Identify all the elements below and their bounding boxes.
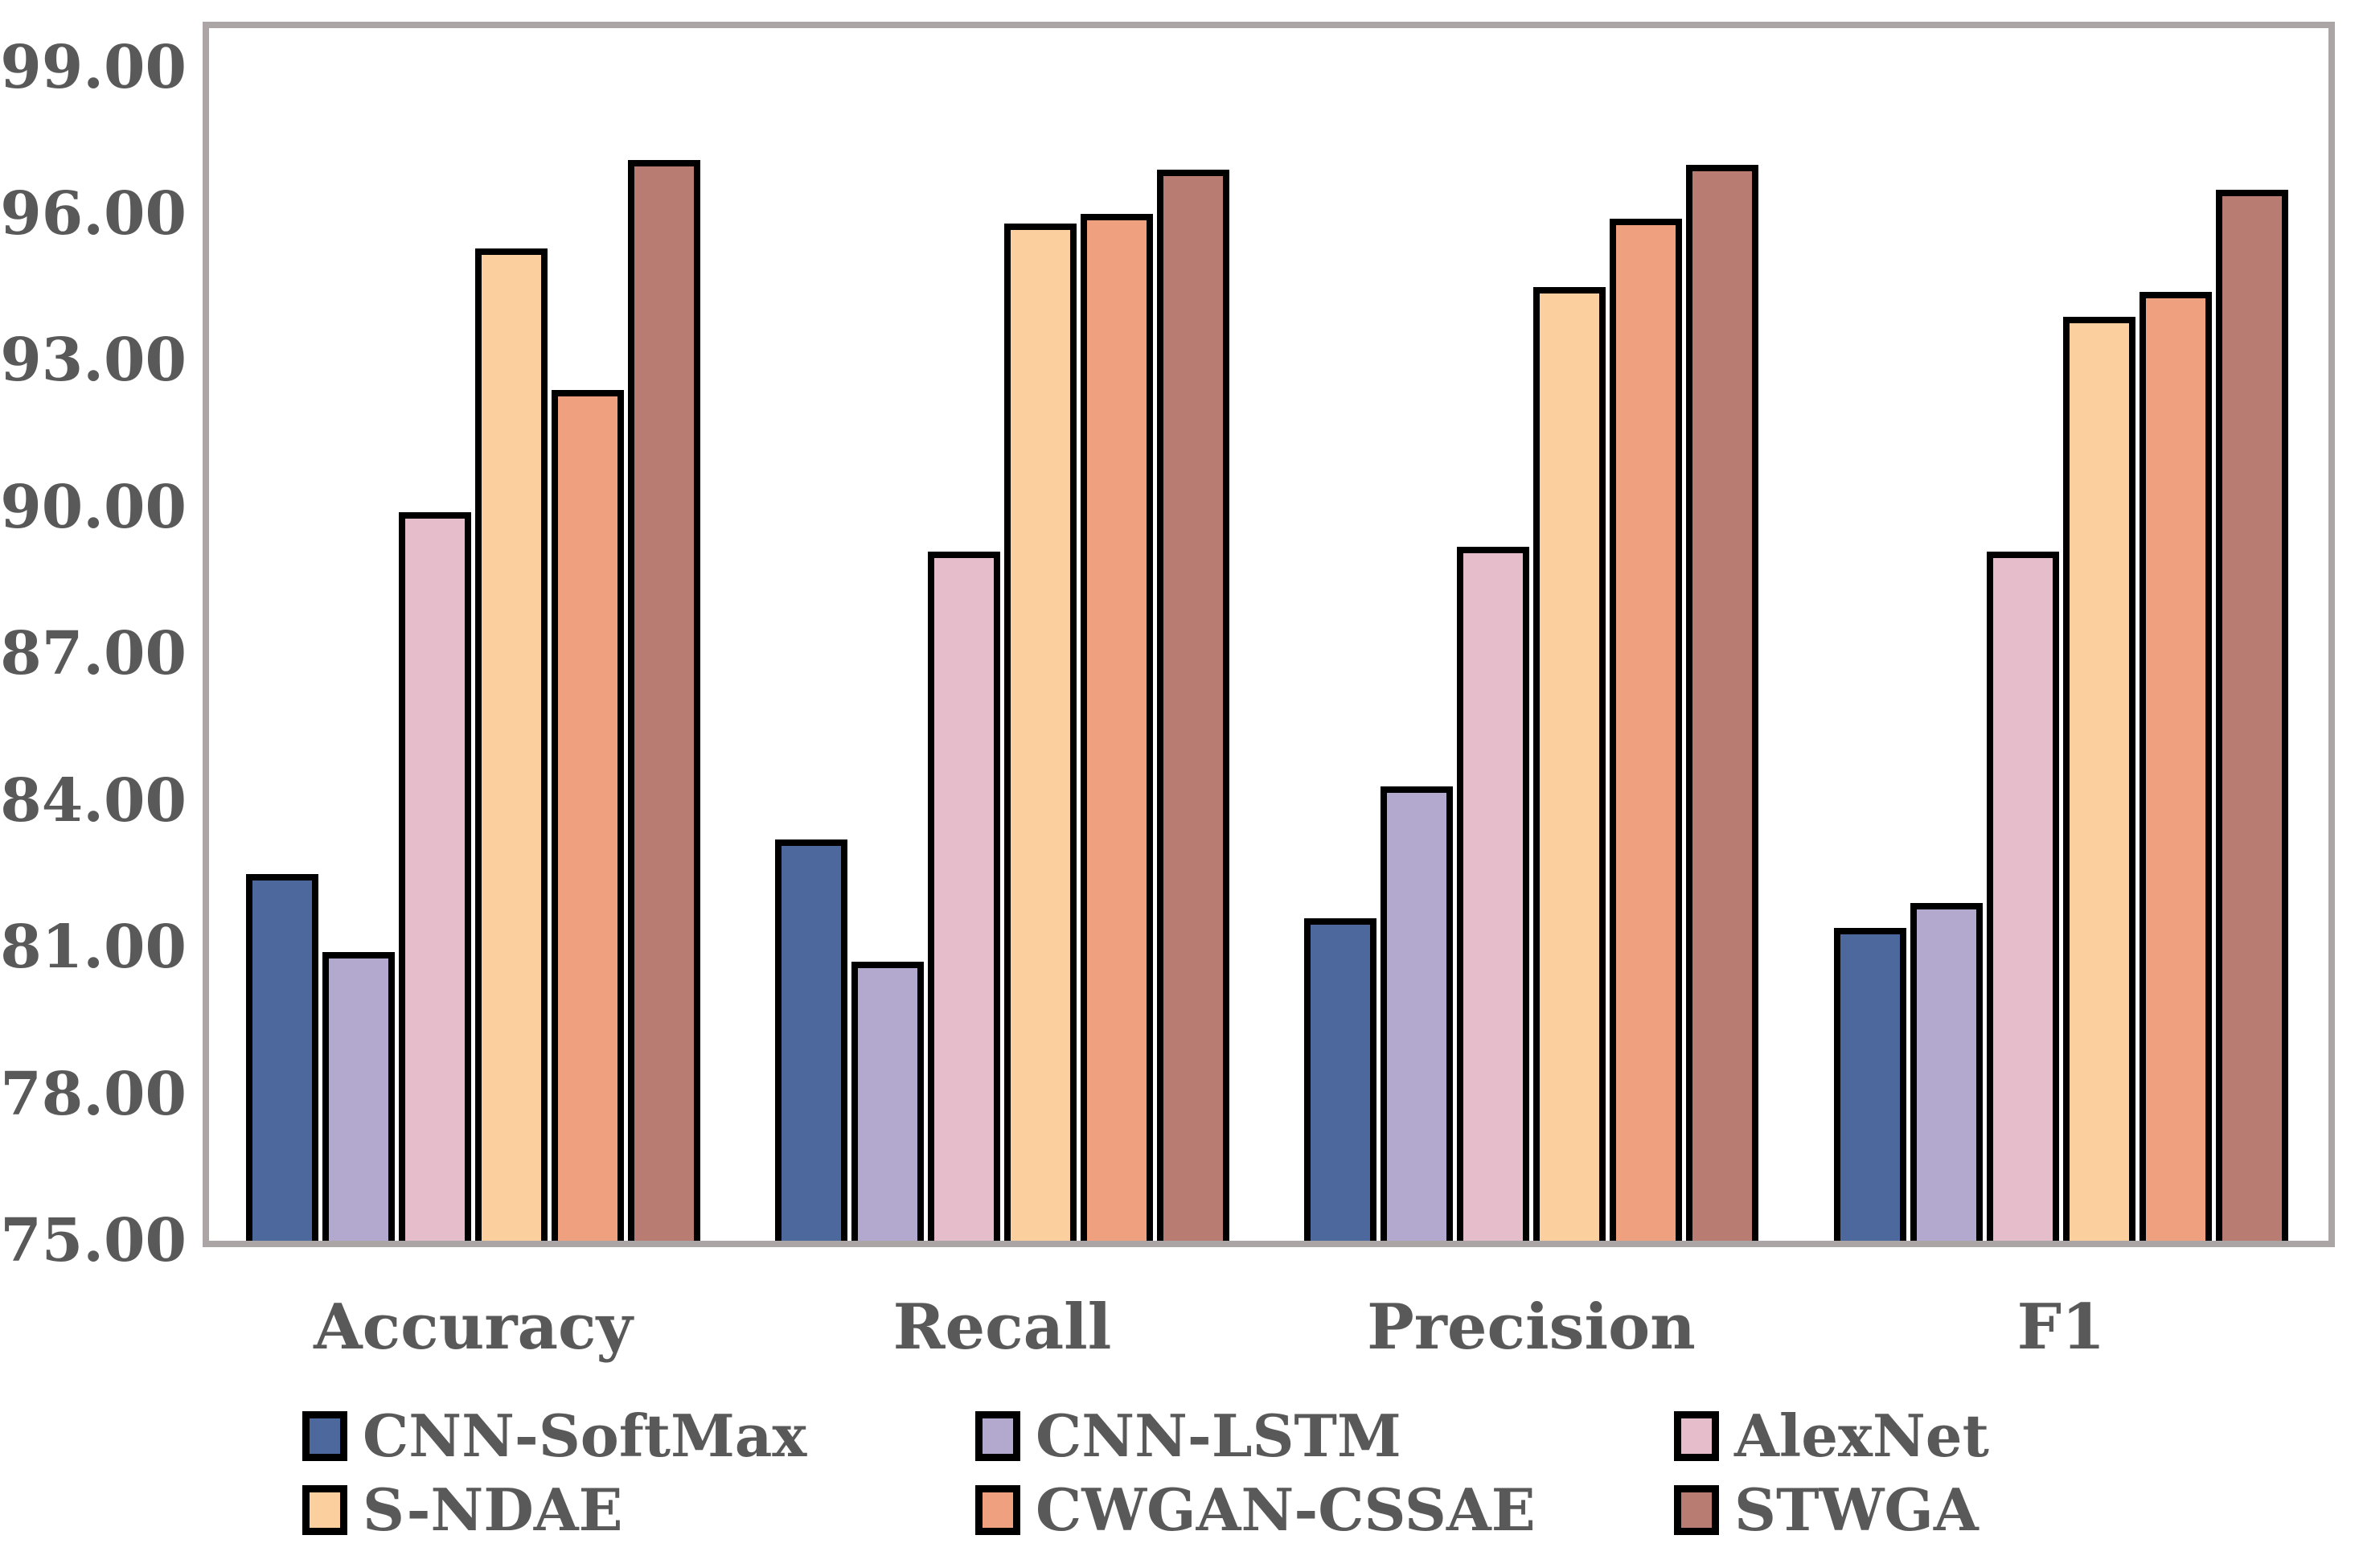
legend-label-cnn-softmax: CNN-SoftMax (363, 1402, 807, 1470)
plot-area-frame (203, 22, 2335, 1247)
bar-accuracy-stwga (628, 160, 700, 1241)
legend-label-alexnet: AlexNet (1734, 1402, 1989, 1470)
legend-swatch-cnn-softmax (302, 1411, 347, 1461)
y-tick-label: 84.00 (0, 766, 187, 835)
legend-swatch-stwga (1674, 1485, 1719, 1535)
bar-accuracy-s-ndae (475, 248, 548, 1241)
x-category-label-precision: Precision (1367, 1291, 1696, 1364)
bar-precision-cwgan-cssae (1610, 219, 1682, 1241)
legend-label-s-ndae: S-NDAE (363, 1476, 623, 1544)
plot-area (209, 28, 2328, 1241)
bar-precision-cnn-softmax (1304, 918, 1376, 1241)
bar-precision-stwga (1686, 165, 1758, 1241)
bar-recall-cnn-lstm (851, 962, 924, 1241)
bar-precision-cnn-lstm (1381, 786, 1453, 1241)
legend-swatch-cnn-lstm (975, 1411, 1020, 1461)
bar-f1-alexnet (1987, 552, 2059, 1241)
bar-precision-alexnet (1457, 547, 1529, 1241)
bar-accuracy-alexnet (399, 512, 471, 1241)
legend-label-stwga: STWGA (1734, 1476, 1979, 1544)
legend-swatch-alexnet (1674, 1411, 1719, 1461)
bar-f1-s-ndae (2063, 317, 2135, 1241)
bar-recall-s-ndae (1004, 224, 1077, 1241)
legend-swatch-s-ndae (302, 1485, 347, 1535)
y-tick-label: 90.00 (0, 473, 187, 542)
legend-swatch-cwgan-cssae (975, 1485, 1020, 1535)
y-tick-label: 96.00 (0, 179, 187, 248)
x-category-label-recall: Recall (892, 1291, 1112, 1364)
y-tick-label: 93.00 (0, 326, 187, 395)
legend-label-cnn-lstm: CNN-LSTM (1036, 1402, 1401, 1470)
bar-f1-cwgan-cssae (2140, 292, 2212, 1241)
bar-precision-s-ndae (1533, 287, 1606, 1241)
x-category-label-accuracy: Accuracy (314, 1291, 633, 1364)
y-tick-label: 99.00 (0, 33, 187, 102)
bar-recall-cwgan-cssae (1081, 214, 1153, 1241)
bar-recall-cnn-softmax (775, 839, 847, 1241)
y-tick-label: 75.00 (0, 1206, 187, 1275)
bar-recall-alexnet (928, 552, 1000, 1241)
y-tick-label: 78.00 (0, 1060, 187, 1129)
bar-f1-stwga (2216, 190, 2288, 1241)
bar-f1-cnn-lstm (1910, 903, 1983, 1241)
legend-label-cwgan-cssae: CWGAN-CSSAE (1036, 1476, 1536, 1544)
bar-accuracy-cnn-lstm (322, 952, 395, 1241)
bar-recall-stwga (1157, 170, 1229, 1241)
x-category-label-f1: F1 (2016, 1291, 2106, 1364)
bar-f1-cnn-softmax (1834, 928, 1906, 1241)
y-tick-label: 87.00 (0, 619, 187, 688)
y-tick-label: 81.00 (0, 913, 187, 982)
bar-accuracy-cnn-softmax (246, 874, 318, 1241)
bar-accuracy-cwgan-cssae (552, 390, 624, 1241)
